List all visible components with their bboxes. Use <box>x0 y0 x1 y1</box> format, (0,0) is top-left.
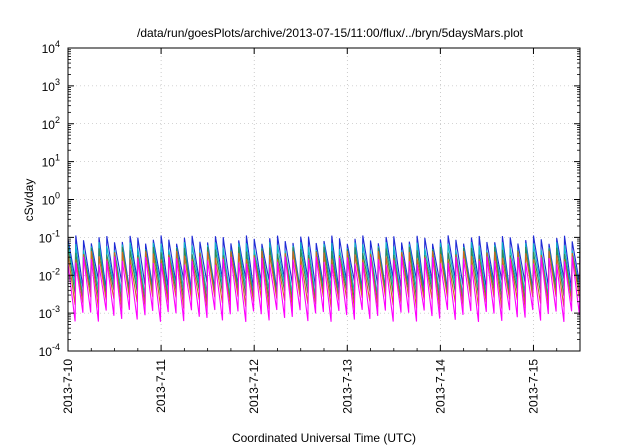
x-tick-label: 2013-7-12 <box>247 359 261 414</box>
x-axis-label: Coordinated Universal Time (UTC) <box>232 431 416 445</box>
y-tick-label: 104 <box>42 39 60 56</box>
series-line <box>67 256 581 322</box>
series-line <box>67 242 581 298</box>
x-tick-label: 2013-7-14 <box>433 359 447 414</box>
y-tick-label: 10-3 <box>39 304 60 321</box>
y-tick-label: 10-2 <box>39 266 60 283</box>
y-axis: 10-4 10-3 10-2 10-1 100 101 102 103 104 <box>39 39 580 359</box>
x-tick-label: 2013-7-15 <box>526 359 540 414</box>
x-tick-label: 2013-7-13 <box>340 359 354 414</box>
y-tick-label: 100 <box>42 191 60 208</box>
y-tick-label: 101 <box>42 153 60 170</box>
data-series-group <box>67 235 581 322</box>
series-line <box>67 246 581 303</box>
x-tick-label: 2013-7-10 <box>61 359 75 414</box>
chart-title: /data/run/goesPlots/archive/2013-07-15/1… <box>137 26 524 40</box>
x-axis: 2013-7-10 2013-7-11 2013-7-12 2013-7-13 2013… <box>61 48 558 414</box>
x-tick-label: 2013-7-11 <box>154 359 168 413</box>
series-line <box>67 235 581 291</box>
series-line <box>67 250 581 309</box>
y-tick-label: 102 <box>42 115 60 132</box>
y-tick-label: 10-1 <box>39 228 60 245</box>
y-tick-label: 103 <box>42 77 60 94</box>
y-axis-label: cSv/day <box>22 179 36 222</box>
y-tick-label: 10-4 <box>39 342 60 359</box>
